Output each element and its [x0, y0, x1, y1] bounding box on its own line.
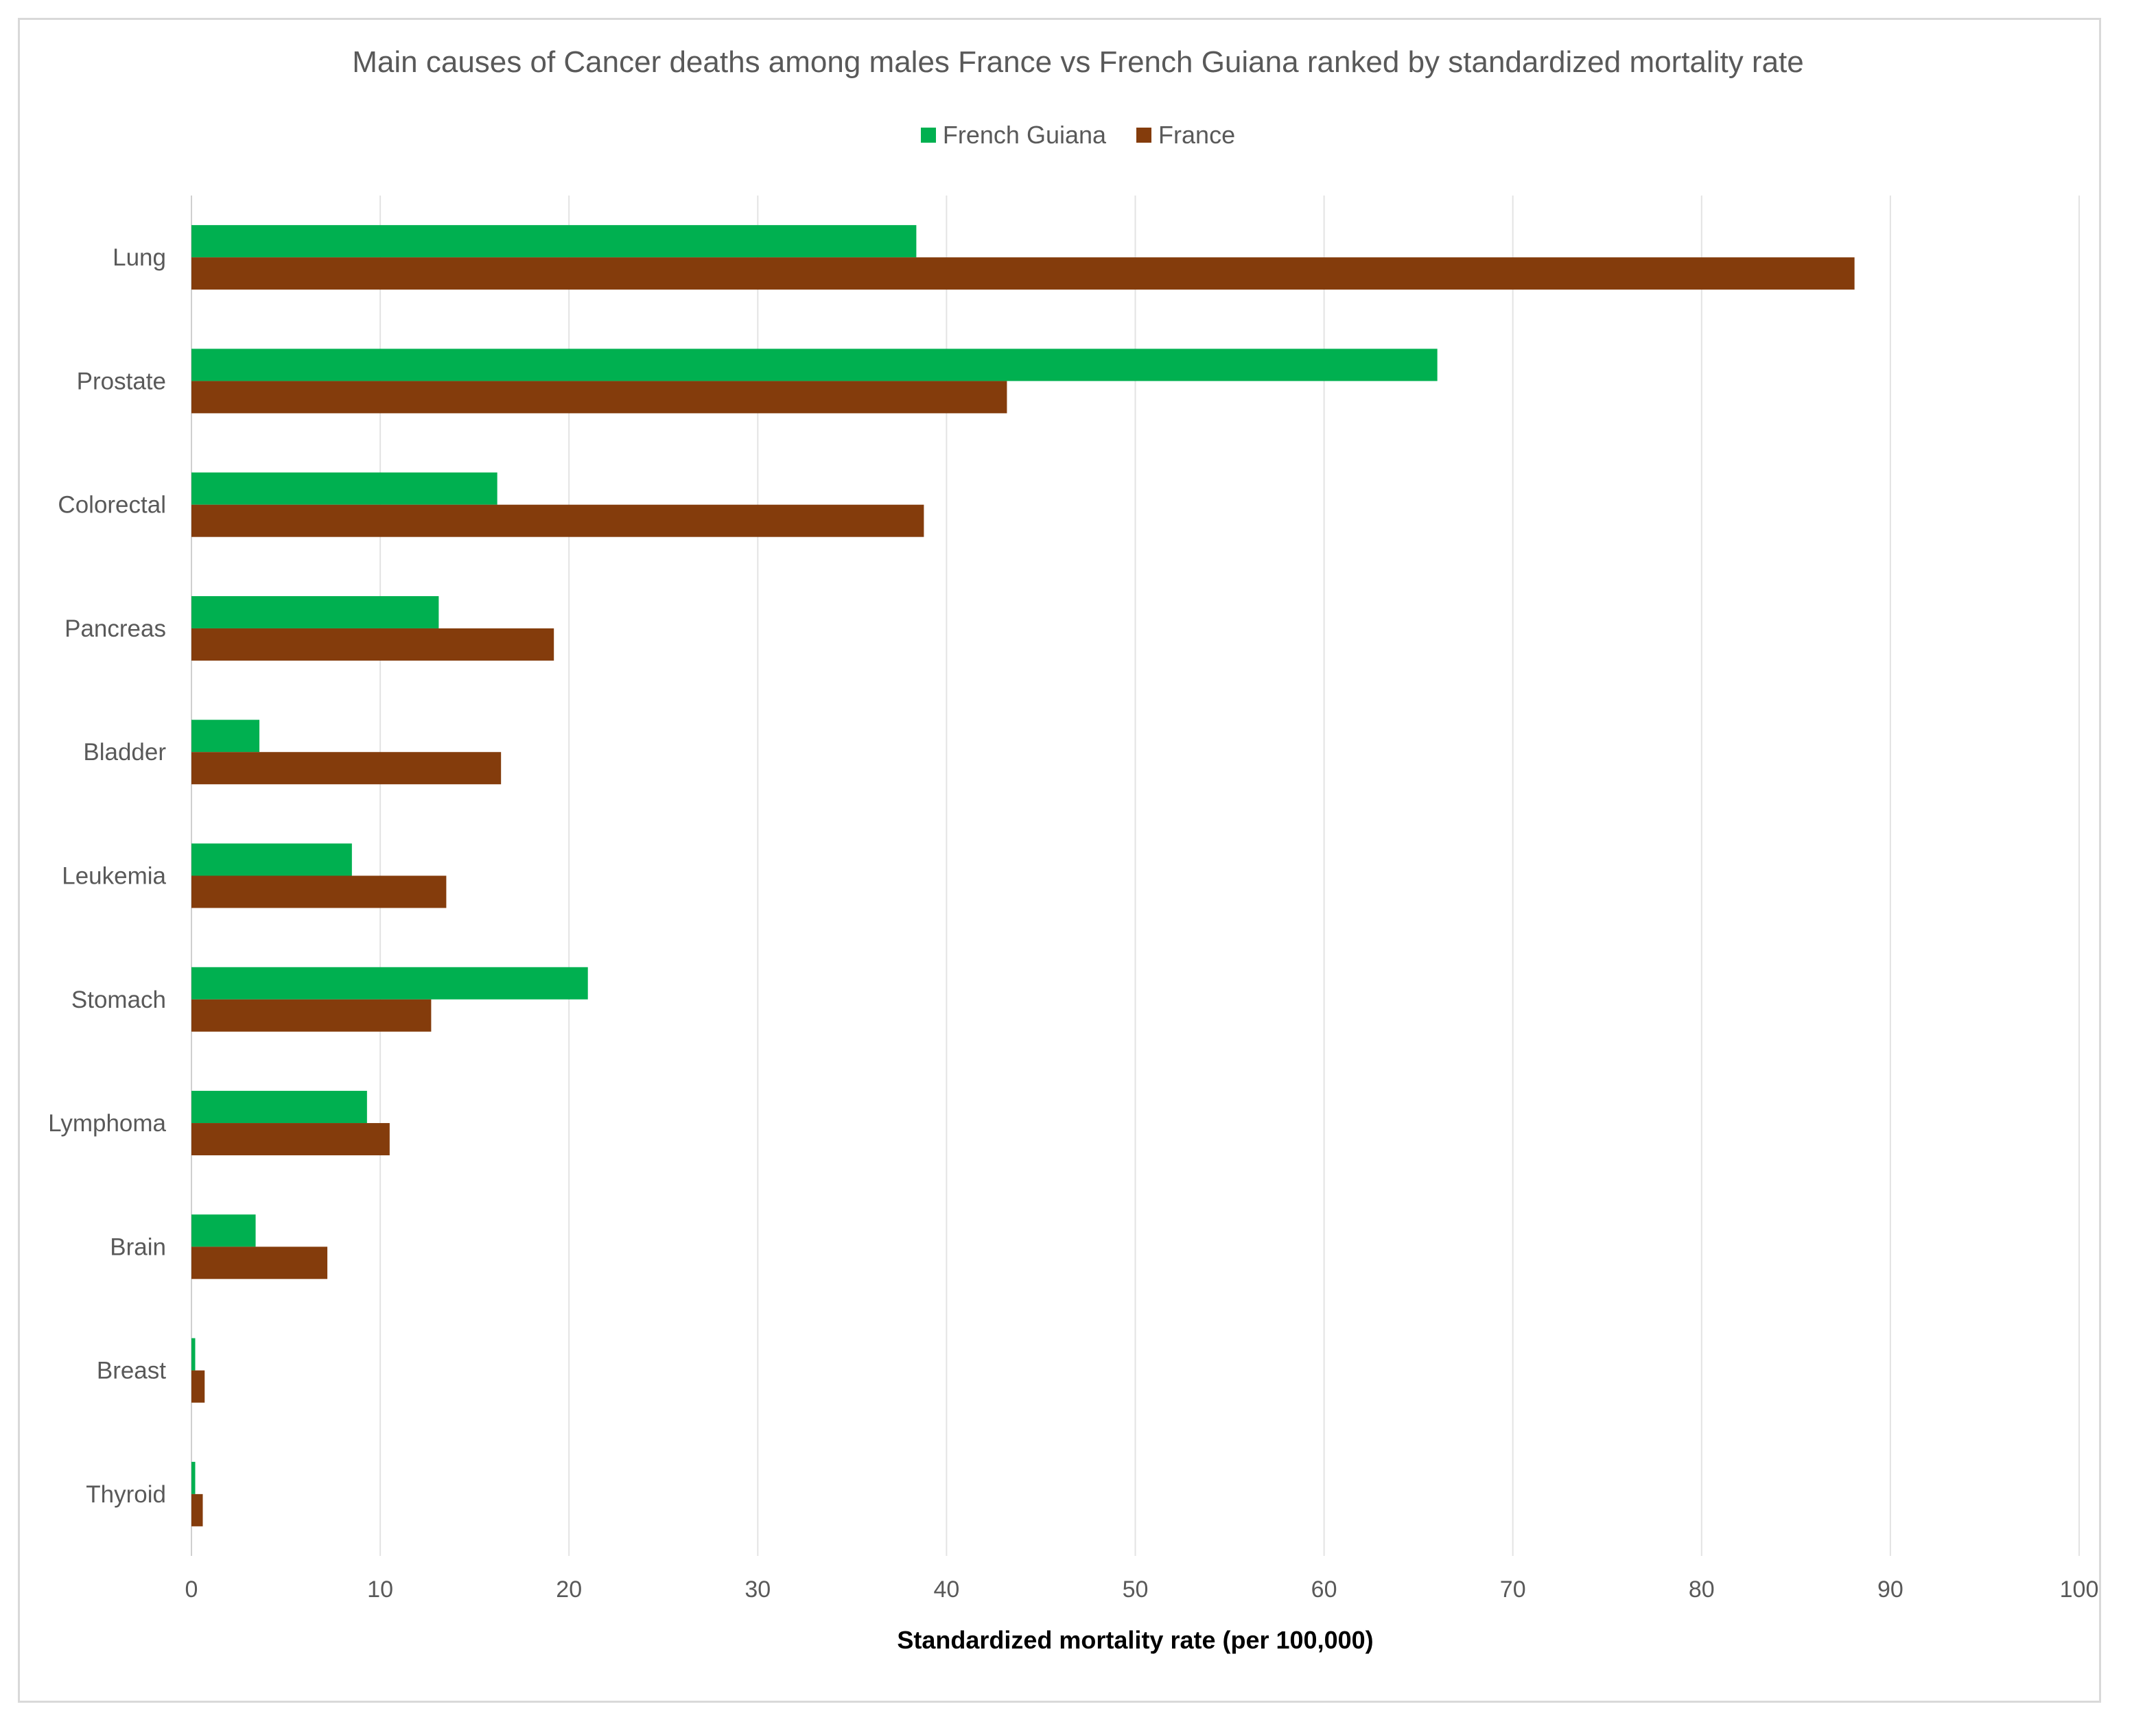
y-tick-label-stomach: Stomach: [71, 987, 166, 1013]
x-tick-label-10: 10: [367, 1577, 393, 1603]
x-tick-label-70: 70: [1500, 1577, 1526, 1603]
x-tick-label-0: 0: [185, 1577, 198, 1603]
bar-france-thyroid: [191, 1493, 203, 1526]
bar-french-guiana-brain: [191, 1214, 256, 1247]
y-tick-label-breast: Breast: [97, 1358, 166, 1384]
legend-item-france: France: [1136, 121, 1235, 150]
y-tick-label-prostate: Prostate: [77, 368, 166, 394]
legend-swatch-french-guiana: [920, 128, 936, 143]
y-tick-label-pancreas: Pancreas: [65, 615, 166, 642]
y-tick-label-leukemia: Leukemia: [62, 863, 166, 890]
bar-france-stomach: [191, 999, 432, 1032]
bar-france-breast: [191, 1370, 205, 1403]
bar-french-guiana-thyroid: [191, 1461, 196, 1494]
x-tick-label-40: 40: [933, 1577, 959, 1603]
x-tick-label-90: 90: [1877, 1577, 1903, 1603]
bar-french-guiana-breast: [191, 1338, 196, 1371]
bar-french-guiana-lung: [191, 225, 917, 258]
y-tick-label-lung: Lung: [113, 244, 166, 271]
legend-label-french-guiana: French Guiana: [942, 121, 1107, 149]
y-tick-label-lymphoma: Lymphoma: [48, 1110, 166, 1137]
bar-france-bladder: [191, 752, 502, 785]
bar-french-guiana-stomach: [191, 967, 588, 1000]
chart-frame: [18, 18, 2101, 1703]
bar-french-guiana-colorectal: [191, 472, 497, 505]
x-tick-label-80: 80: [1689, 1577, 1715, 1603]
legend-item-french-guiana: French Guiana: [920, 121, 1107, 150]
y-tick-label-brain: Brain: [110, 1233, 166, 1260]
bar-france-lung: [191, 257, 1855, 290]
bar-french-guiana-lymphoma: [191, 1091, 367, 1124]
chart-title: Main causes of Cancer deaths among males…: [352, 45, 1804, 79]
x-tick-label-20: 20: [556, 1577, 582, 1603]
legend-swatch-france: [1136, 128, 1152, 143]
legend: French Guiana France: [0, 121, 2156, 150]
y-tick-label-colorectal: Colorectal: [58, 492, 166, 519]
bar-france-leukemia: [191, 875, 447, 908]
bar-france-brain: [191, 1247, 328, 1279]
y-tick-label-thyroid: Thyroid: [86, 1481, 166, 1508]
x-axis-label: Standardized mortality rate (per 100,000…: [897, 1626, 1374, 1654]
x-tick-label-100: 100: [2060, 1577, 2099, 1603]
bar-france-pancreas: [191, 628, 554, 661]
legend-label-france: France: [1158, 121, 1236, 149]
bar-french-guiana-pancreas: [191, 595, 439, 628]
x-tick-label-50: 50: [1123, 1577, 1149, 1603]
bar-french-guiana-bladder: [191, 720, 260, 753]
bar-french-guiana-prostate: [191, 349, 1438, 381]
bar-french-guiana-leukemia: [191, 843, 352, 876]
bar-france-lymphoma: [191, 1123, 390, 1156]
x-tick-label-30: 30: [745, 1577, 771, 1603]
y-tick-label-bladder: Bladder: [83, 739, 166, 766]
bar-france-colorectal: [191, 504, 924, 537]
bar-france-prostate: [191, 381, 1007, 414]
x-tick-label-60: 60: [1311, 1577, 1337, 1603]
